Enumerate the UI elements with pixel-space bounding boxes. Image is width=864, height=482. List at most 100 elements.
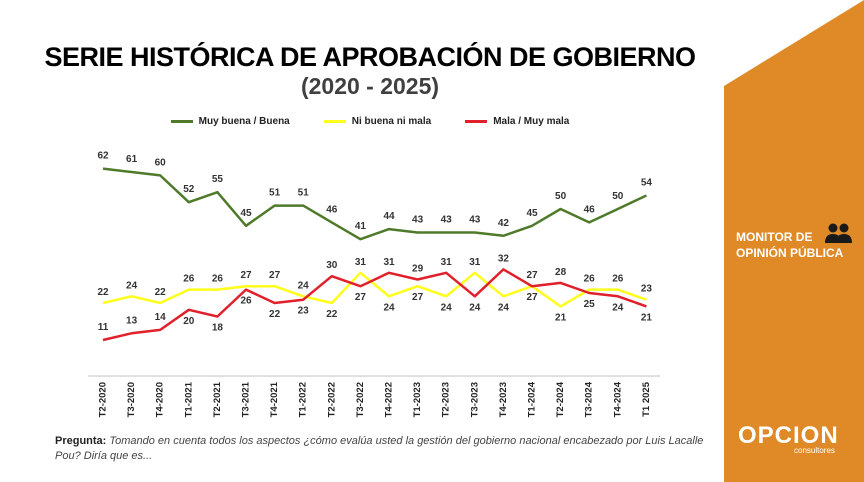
data-label: 31 [383, 257, 395, 268]
data-label: 50 [612, 191, 624, 202]
data-label: 31 [355, 257, 367, 268]
x-tick-label: T3-2022 [355, 382, 366, 417]
data-label: 24 [383, 302, 395, 313]
data-label: 21 [555, 312, 567, 323]
monitor-line2: OPINIÓN PÚBLICA [736, 246, 844, 260]
question: Pregunta: Tomando en cuenta todos los as… [55, 434, 705, 464]
data-label: 23 [641, 284, 653, 295]
data-label: 31 [469, 257, 481, 268]
legend: Muy buena / Buena Ni buena ni mala Mala / … [0, 116, 740, 127]
sidebar-corner [724, 0, 864, 86]
data-label: 51 [298, 188, 310, 199]
monitor-line1: MONITOR DE [736, 230, 813, 244]
x-tick-label: T4-2020 [155, 382, 166, 417]
data-label: 27 [269, 270, 281, 281]
data-label: 26 [584, 274, 596, 285]
x-tick-label: T1-2024 [527, 381, 538, 417]
x-tick-label: T4-2022 [384, 382, 395, 417]
data-label: 24 [298, 280, 310, 291]
data-label: 62 [97, 151, 109, 162]
data-label: 24 [498, 302, 510, 313]
data-label: 46 [584, 204, 596, 215]
x-tick-label: T3-2021 [241, 381, 252, 417]
data-label: 22 [326, 309, 338, 320]
data-label: 28 [555, 267, 567, 278]
chart-subtitle: (2020 - 2025) [300, 73, 440, 99]
data-label: 46 [326, 204, 338, 215]
x-tick-label: T3-2023 [469, 382, 480, 417]
legend-swatch [465, 120, 488, 123]
data-label: 24 [126, 280, 138, 291]
data-label: 50 [555, 191, 567, 202]
data-label: 22 [97, 287, 109, 298]
data-label: 20 [183, 316, 195, 327]
data-label: 43 [412, 215, 424, 226]
series-line [102, 167, 647, 241]
data-label: 24 [441, 302, 453, 313]
data-label: 23 [298, 306, 310, 317]
data-label: 45 [526, 208, 538, 219]
x-tick-label: T4-2021 [269, 381, 280, 417]
legend-item: Mala / Muy mala [465, 116, 569, 127]
data-label: 30 [326, 260, 338, 271]
chart-title: SERIE HISTÓRICA DE APROBACIÓN DE GOBIERN… [44, 42, 696, 72]
logo: OPCION [738, 422, 839, 449]
data-label: 21 [641, 312, 653, 323]
data-label: 18 [212, 323, 224, 334]
x-tick-label: T1-2023 [412, 382, 423, 417]
legend-item: Muy buena / Buena [170, 116, 290, 127]
x-tick-label: T3-2020 [126, 382, 137, 417]
data-label: 13 [126, 315, 138, 326]
sidebar: MONITOR DE OPINIÓN PÚBLICA OPCION consul… [724, 0, 864, 482]
legend-swatch [170, 120, 193, 123]
x-tick-label: T2-2021 [212, 381, 223, 417]
x-tick-label: T2-2020 [98, 382, 109, 417]
data-label: 31 [441, 257, 453, 268]
data-label: 26 [212, 274, 224, 285]
people-icon [825, 223, 852, 243]
data-label: 43 [469, 215, 481, 226]
monitor-label: MONITOR DE OPINIÓN PÚBLICA [736, 229, 843, 261]
data-label: 51 [269, 188, 281, 199]
x-tick-label: T2-2022 [326, 382, 337, 417]
question-label: Pregunta: [55, 435, 107, 447]
data-label: 27 [355, 292, 367, 303]
x-tick-label: T3-2024 [584, 381, 595, 417]
x-tick-label: T1-2022 [298, 382, 309, 417]
legend-label: Muy buena / Buena [198, 116, 290, 127]
data-label: 26 [240, 296, 252, 307]
data-label: 11 [98, 322, 109, 333]
legend-label: Ni buena ni mala [351, 116, 432, 127]
logo-subtitle: consultores [794, 446, 835, 455]
data-label: 45 [240, 208, 252, 219]
data-label: 52 [183, 184, 195, 195]
data-label: 32 [498, 253, 510, 264]
data-label: 27 [240, 270, 252, 281]
data-label: 27 [526, 270, 538, 281]
data-label: 44 [383, 211, 395, 222]
line-chart: 62 61 60 52 55 45 51 51 46 41 44 43 43 43 42 45 50 46 50 54… [88, 151, 660, 417]
data-label: 22 [155, 287, 167, 298]
data-label: 27 [412, 292, 424, 303]
data-label: 24 [469, 302, 481, 313]
data-label: 26 [612, 274, 624, 285]
data-label: 14 [155, 312, 167, 323]
x-tick-label: T2-2023 [441, 382, 452, 417]
series-line [102, 271, 647, 308]
series-line [102, 268, 647, 342]
x-tick-label: T1 2025 [641, 381, 652, 417]
data-label: 54 [641, 178, 653, 189]
legend-item: Ni buena ni mala [323, 116, 432, 127]
data-label: 26 [183, 274, 195, 285]
data-label: 29 [412, 264, 424, 275]
data-label: 27 [526, 292, 538, 303]
question-text: Tomando en cuenta todos los aspectos ¿có… [55, 435, 704, 462]
data-label: 22 [269, 309, 281, 320]
data-label: 60 [155, 157, 167, 168]
data-label: 24 [612, 302, 624, 313]
data-label: 43 [441, 215, 453, 226]
data-label: 25 [584, 299, 596, 310]
x-tick-label: T4-2023 [498, 382, 509, 417]
legend-swatch [323, 120, 346, 123]
data-label: 61 [126, 154, 138, 165]
